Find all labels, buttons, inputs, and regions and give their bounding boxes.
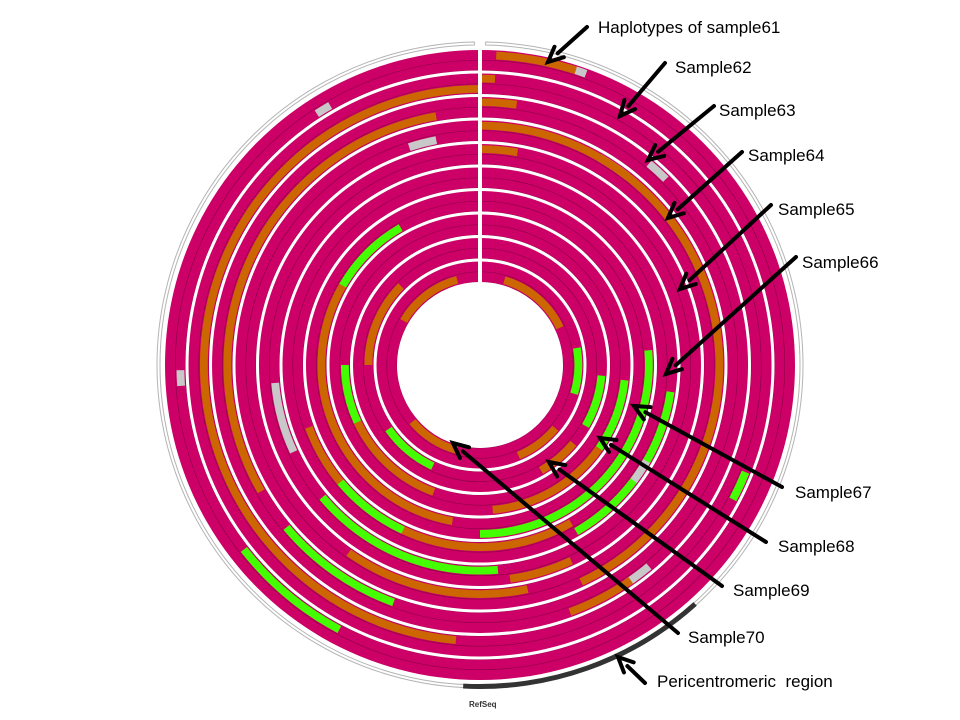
arrow-sample62 bbox=[616, 61, 667, 120]
segment-s65-t1-het-1 bbox=[509, 557, 573, 583]
arrow-sample67 bbox=[629, 403, 784, 489]
segment-s66-t1-alt-0 bbox=[574, 391, 675, 536]
refseq-label: RefSeq bbox=[469, 700, 497, 709]
ring-base-s70 bbox=[376, 261, 584, 469]
segment-s62-t1-alt-2 bbox=[729, 470, 750, 502]
label-pericentromeric-region: Pericentromeric region bbox=[657, 672, 833, 691]
ring-s70 bbox=[376, 261, 584, 469]
segment-s63-t1-het-0 bbox=[480, 98, 518, 109]
segment-s66-t2-het-0 bbox=[305, 425, 574, 552]
segment-s68-t1-het-1 bbox=[492, 446, 603, 514]
segment-s68-t2-het-0 bbox=[353, 420, 436, 496]
label-sample66: Sample66 bbox=[802, 253, 879, 272]
segment-s64-t2-missing-1 bbox=[407, 136, 438, 151]
refseq-outline bbox=[156, 41, 804, 689]
label-sample70: Sample70 bbox=[688, 628, 765, 647]
segment-s64-t2-het-0 bbox=[346, 549, 529, 599]
segment-s63-t1-missing-2 bbox=[624, 563, 652, 587]
label-sample68: Sample68 bbox=[778, 537, 855, 556]
label-sample64: Sample64 bbox=[748, 146, 825, 165]
arrow-pericentromeric bbox=[614, 653, 647, 685]
arrow-sample68 bbox=[595, 435, 768, 544]
segment-s63-t2-alt-0 bbox=[283, 524, 395, 607]
segment-s70-t1-het-1 bbox=[516, 425, 559, 460]
arrow-sample61 bbox=[544, 25, 589, 66]
annotation-labels: Haplotypes of sample61 Sample62 Sample63… bbox=[469, 18, 879, 709]
segment-s68-t2-alt-1 bbox=[340, 365, 362, 424]
label-sample67: Sample67 bbox=[795, 483, 872, 502]
segment-s63-t1-missing-1 bbox=[646, 160, 669, 182]
ring-s69 bbox=[352, 238, 607, 492]
segment-s61-t1-missing-1 bbox=[574, 66, 588, 78]
segment-s69-t1-alt-0 bbox=[582, 375, 606, 428]
arrow-sample64 bbox=[664, 150, 744, 222]
segment-s62-t1-het-0 bbox=[480, 74, 496, 83]
segment-s66-t2-alt-1 bbox=[337, 479, 405, 534]
pericentromeric-arc bbox=[463, 602, 697, 690]
segment-s69-t2-alt-0 bbox=[385, 426, 435, 470]
segment-s69-t2-het-1 bbox=[364, 283, 404, 365]
segment-s67-t2-het-0 bbox=[317, 283, 454, 526]
outer-outline bbox=[156, 41, 804, 690]
segment-s70-t2-het-0 bbox=[409, 419, 459, 454]
segment-s70-t1-alt-0 bbox=[570, 347, 583, 395]
arrow-sample65 bbox=[676, 203, 773, 293]
chromosome-gap bbox=[478, 46, 482, 285]
ring-separator-s69 bbox=[373, 258, 587, 472]
segment-s61-t2-missing-1 bbox=[176, 370, 186, 387]
arrow-sample70 bbox=[449, 439, 680, 635]
segment-s61-t1-het-0 bbox=[496, 51, 577, 75]
annotation-arrows bbox=[449, 25, 798, 685]
arrow-sample69 bbox=[545, 459, 724, 588]
segment-s68-t1-alt-0 bbox=[595, 379, 629, 451]
segment-s65-t1-het-0 bbox=[480, 145, 519, 157]
segment-s65-t2-alt-0 bbox=[319, 494, 499, 575]
segment-s67-t2-alt-1 bbox=[339, 224, 403, 288]
haplotype-rings bbox=[164, 46, 795, 680]
label-sample69: Sample69 bbox=[733, 581, 810, 600]
label-sample61: Haplotypes of sample61 bbox=[598, 18, 780, 37]
segment-s63-t2-het-1 bbox=[223, 112, 437, 494]
label-sample62: Sample62 bbox=[675, 58, 752, 77]
segment-s70-t2-het-1 bbox=[400, 276, 459, 323]
ring-separator-s70 bbox=[397, 282, 563, 448]
label-sample63: Sample63 bbox=[719, 101, 796, 120]
segment-s65-t2-missing-1 bbox=[271, 382, 298, 454]
arrow-sample63 bbox=[644, 104, 716, 163]
segment-s70-t2-het-2 bbox=[503, 276, 564, 330]
segment-s61-t2-alt-0 bbox=[240, 547, 342, 634]
label-sample65: Sample65 bbox=[778, 200, 855, 219]
segment-s63-t1-het-3 bbox=[568, 577, 634, 616]
segment-s69-t1-het-1 bbox=[538, 440, 577, 474]
segment-s61-t2-missing-2 bbox=[314, 102, 333, 118]
arrow-sample66 bbox=[662, 255, 798, 378]
